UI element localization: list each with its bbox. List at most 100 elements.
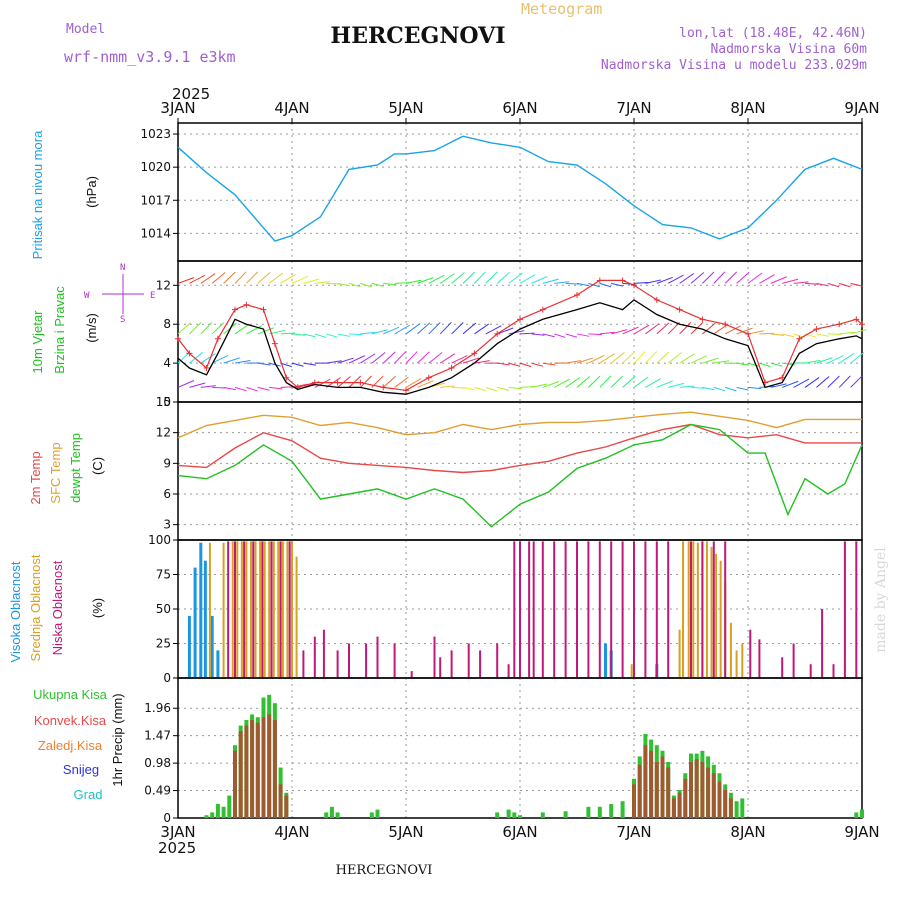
gust-marker xyxy=(243,301,250,308)
wind-arrow xyxy=(679,322,692,335)
total-precip-bar xyxy=(740,798,745,818)
wind-arrow xyxy=(326,333,338,338)
wind-arrow xyxy=(736,327,753,335)
wind-arrow xyxy=(588,282,600,288)
low-cloud-bar xyxy=(855,541,858,678)
y-tick-label: 12 xyxy=(156,278,171,292)
low-cloud-bar xyxy=(701,541,704,678)
wind-arrow xyxy=(770,383,787,388)
wind-arrow xyxy=(291,333,306,336)
wind-arrow xyxy=(497,327,514,335)
station-title: HERCEGNOVI xyxy=(330,23,505,49)
wind-arrow xyxy=(827,375,840,388)
total-precip-bar xyxy=(609,804,614,818)
wind-arrow xyxy=(246,386,258,392)
wind-arrow xyxy=(611,329,628,335)
wind-arrow xyxy=(747,386,762,390)
gust-marker xyxy=(779,374,786,381)
wind-arrow xyxy=(633,351,646,364)
wind-arrow xyxy=(417,380,434,388)
wind-arrow xyxy=(782,333,795,338)
panel-precipitation: 0 0.49 0.98 1.47 1.96 xyxy=(144,677,864,825)
convective-precip-bar xyxy=(689,762,693,818)
low-cloud-bar xyxy=(336,650,339,678)
wind-arrow xyxy=(440,385,456,388)
wind-arrow xyxy=(405,351,418,364)
total-precip-bar xyxy=(540,812,545,818)
gust-marker xyxy=(722,321,729,328)
low-cloud-bar xyxy=(261,541,264,678)
wind-arrow xyxy=(451,322,464,335)
y-tick-label: 75 xyxy=(156,568,171,582)
y-tick-label: 1020 xyxy=(140,160,171,174)
compass-s: S xyxy=(120,315,125,325)
wind-arrow xyxy=(383,326,400,335)
high-cloud-bar xyxy=(187,615,191,678)
wind-arrow xyxy=(656,351,670,364)
low-cloud-bar xyxy=(598,541,601,678)
wind-arrow xyxy=(816,357,833,364)
gust-marker xyxy=(574,292,580,299)
wind-arrow xyxy=(679,385,695,388)
low-cloud-bar xyxy=(843,541,846,678)
wind-arrow xyxy=(417,351,430,364)
low-cloud-bar xyxy=(393,643,396,678)
wind-arrow xyxy=(223,271,236,284)
wind-arrow xyxy=(542,333,555,338)
wind-arrow xyxy=(485,271,498,284)
mid-cloud-bar xyxy=(286,541,289,678)
wind-arrow xyxy=(496,271,510,284)
compass-n: N xyxy=(120,263,125,273)
wind-arrow xyxy=(462,271,476,284)
low-cloud-bar xyxy=(749,629,752,678)
mid-cloud-bar xyxy=(705,541,708,678)
wind-arrow xyxy=(269,362,281,367)
wind-arrow xyxy=(576,333,590,337)
mid-cloud-bar xyxy=(254,541,257,678)
panel-pressure: 1014 1017 1020 1023 xyxy=(140,122,863,262)
gust-marker xyxy=(175,335,181,342)
convective-precip-bar xyxy=(666,767,671,818)
legend-conv: Konvek.Kisa xyxy=(34,713,107,728)
mid-cloud-bar xyxy=(630,664,633,678)
coords-text: lon,lat (18.48E, 42.46N) xyxy=(679,26,867,41)
wind-arrow xyxy=(314,378,331,388)
total-precip-bar xyxy=(221,806,226,818)
wind-arrow xyxy=(314,281,330,284)
x-tick-label-top: 7JAN xyxy=(616,99,651,117)
gust-marker xyxy=(232,306,238,313)
mid-cloud-bar xyxy=(696,542,699,678)
low-cloud-bar xyxy=(541,541,544,678)
y-tick-label: 1017 xyxy=(140,193,171,207)
gust-marker xyxy=(836,321,843,328)
wind-arrow xyxy=(360,331,376,335)
low-cloud-bar xyxy=(690,541,692,678)
mid-cloud-bar xyxy=(231,541,234,678)
gust-marker xyxy=(539,306,546,313)
mid-cloud-bar xyxy=(687,541,690,678)
y-tick-label: 50 xyxy=(156,602,171,616)
x-tick-label-top: 9JAN xyxy=(844,99,879,117)
mid-cloud-bar xyxy=(249,541,252,678)
wind-arrow xyxy=(519,386,535,388)
wind-arrow xyxy=(565,360,582,364)
wind-arrow xyxy=(280,273,296,284)
wind-arrow xyxy=(667,352,682,364)
wind-arrow xyxy=(211,322,225,335)
wind-arrow xyxy=(759,332,774,335)
mid-cloud-bar xyxy=(281,541,284,678)
gust-marker xyxy=(334,379,341,386)
low-cloud-bar xyxy=(644,541,647,678)
wind-arrow xyxy=(348,333,363,336)
wind-arrow xyxy=(702,357,719,364)
wind-arrow xyxy=(724,271,738,284)
wind-arrow xyxy=(554,281,570,284)
wind-arrow xyxy=(280,332,296,335)
wind-arrow xyxy=(211,272,226,284)
gust-marker xyxy=(859,321,865,328)
dewpt-line xyxy=(177,423,863,528)
gust-marker xyxy=(631,282,637,289)
low-cloud-bar xyxy=(227,541,230,678)
low-cloud-bar xyxy=(587,541,590,678)
